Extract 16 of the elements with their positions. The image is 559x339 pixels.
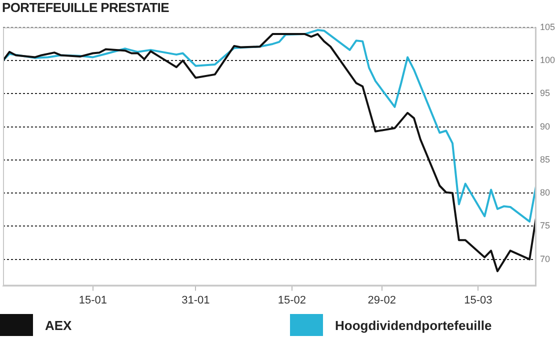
x-tick-label: 15-02 <box>278 294 306 306</box>
x-tick-label: 31-01 <box>182 294 210 306</box>
y-tick-label: 90 <box>540 121 550 132</box>
legend-label: Hoogdividendportefeuille <box>335 318 492 332</box>
x-tick-label: 15-03 <box>464 294 492 306</box>
chart-title: PORTEFEUILLE PRESTATIE <box>2 0 169 15</box>
x-tick-label: 29-02 <box>368 294 396 306</box>
y-tick-label: 100 <box>540 55 556 66</box>
legend-label: AEX <box>45 318 72 332</box>
y-tick-label: 70 <box>540 254 550 264</box>
y-tick-label: 105 <box>540 22 556 32</box>
y-tick-label: 80 <box>540 188 550 198</box>
x-tick-label: 15-01 <box>78 294 107 306</box>
y-tick-label: 95 <box>540 88 550 98</box>
y-tick-label: 85 <box>540 154 550 164</box>
y-tick-label: 75 <box>540 220 550 231</box>
